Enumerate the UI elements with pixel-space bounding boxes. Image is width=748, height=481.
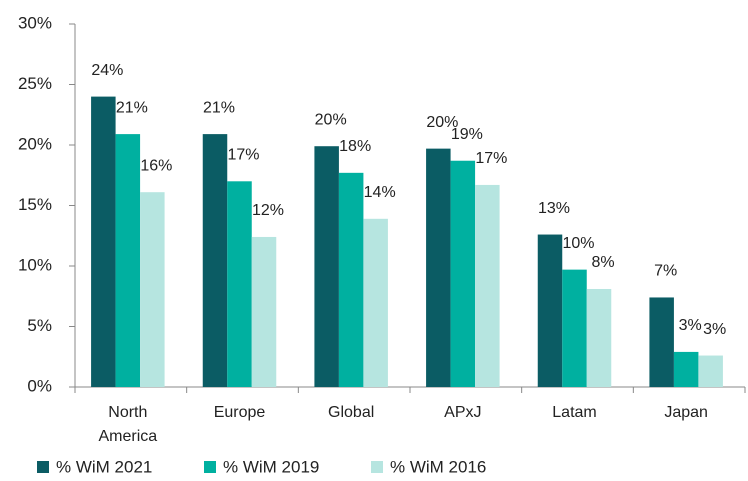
bar	[140, 192, 165, 387]
bar	[450, 160, 476, 387]
legend-swatch	[204, 461, 216, 473]
bar	[673, 351, 699, 387]
value-label: 8%	[591, 254, 614, 271]
value-label: 16%	[140, 157, 172, 174]
legend-swatch	[37, 461, 49, 473]
x-tick-label: North America	[98, 404, 157, 445]
y-tick-label: 5%	[27, 316, 52, 335]
y-tick-label: 0%	[27, 376, 52, 395]
legend-label: % WiM 2021	[56, 457, 152, 476]
bar	[91, 96, 116, 387]
value-label: 12%	[252, 202, 284, 219]
bar	[649, 297, 674, 387]
y-tick-label: 20%	[18, 134, 52, 153]
bar	[363, 218, 388, 387]
x-tick-label: Global	[328, 404, 374, 421]
value-label: 14%	[364, 184, 396, 201]
value-label: 21%	[116, 99, 148, 116]
bar	[698, 355, 723, 387]
value-label: 20%	[315, 111, 347, 128]
value-label: 7%	[654, 263, 677, 280]
value-label: 10%	[562, 235, 594, 252]
x-tick-label: Japan	[664, 404, 708, 421]
value-label: 3%	[679, 317, 702, 334]
bar	[537, 234, 563, 387]
bar	[227, 181, 252, 387]
value-label: 17%	[227, 147, 259, 164]
value-label: 17%	[475, 150, 507, 167]
y-tick-label: 30%	[18, 13, 52, 32]
y-tick-label: 10%	[18, 255, 52, 274]
bar	[115, 134, 141, 387]
bar	[562, 269, 587, 387]
value-label: 18%	[339, 138, 371, 155]
value-label: 20%	[426, 114, 458, 131]
x-tick-label: Latam	[552, 404, 596, 421]
bar	[251, 236, 277, 387]
bar	[202, 134, 228, 387]
y-tick-label: 25%	[18, 74, 52, 93]
bar	[475, 184, 500, 387]
bar	[586, 288, 612, 387]
x-tick-label: APxJ	[444, 404, 481, 421]
bar	[314, 146, 339, 387]
value-label: 3%	[703, 321, 726, 338]
bar	[426, 148, 451, 387]
value-label: 21%	[203, 99, 235, 116]
value-label: 24%	[91, 62, 123, 79]
value-label: 13%	[538, 200, 570, 217]
legend-label: % WiM 2016	[390, 457, 486, 476]
y-tick-label: 15%	[18, 195, 52, 214]
x-tick-label: Europe	[214, 404, 266, 421]
legend-label: % WiM 2019	[223, 457, 319, 476]
legend-swatch	[371, 461, 383, 473]
value-label: 19%	[451, 126, 483, 143]
bar	[338, 172, 364, 387]
